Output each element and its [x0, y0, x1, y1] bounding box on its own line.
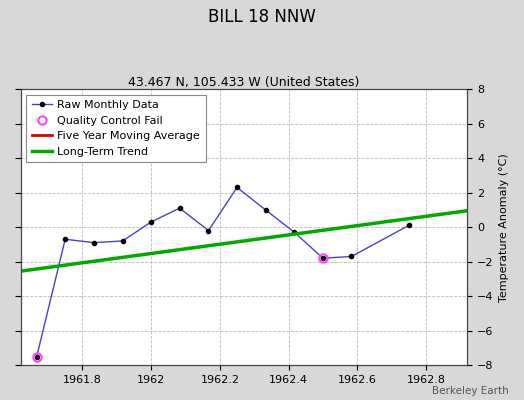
Quality Control Fail: [320, 256, 326, 261]
Raw Monthly Data: [205, 228, 212, 233]
Raw Monthly Data: [34, 354, 40, 359]
Raw Monthly Data: [119, 238, 126, 243]
Raw Monthly Data: [234, 185, 240, 190]
Quality Control Fail: [34, 354, 40, 359]
Legend: Raw Monthly Data, Quality Control Fail, Five Year Moving Average, Long-Term Tren: Raw Monthly Data, Quality Control Fail, …: [26, 94, 205, 162]
Raw Monthly Data: [177, 206, 183, 210]
Raw Monthly Data: [263, 208, 269, 212]
Raw Monthly Data: [348, 254, 355, 259]
Title: 43.467 N, 105.433 W (United States): 43.467 N, 105.433 W (United States): [128, 76, 359, 89]
Text: Berkeley Earth: Berkeley Earth: [432, 386, 508, 396]
Raw Monthly Data: [148, 220, 154, 224]
Line: Quality Control Fail: Quality Control Fail: [32, 254, 327, 361]
Raw Monthly Data: [62, 237, 68, 242]
Raw Monthly Data: [406, 223, 412, 228]
Raw Monthly Data: [320, 256, 326, 261]
Line: Raw Monthly Data: Raw Monthly Data: [35, 185, 411, 359]
Text: BILL 18 NNW: BILL 18 NNW: [208, 8, 316, 26]
Raw Monthly Data: [291, 230, 298, 235]
Raw Monthly Data: [91, 240, 97, 245]
Y-axis label: Temperature Anomaly (°C): Temperature Anomaly (°C): [499, 153, 509, 302]
